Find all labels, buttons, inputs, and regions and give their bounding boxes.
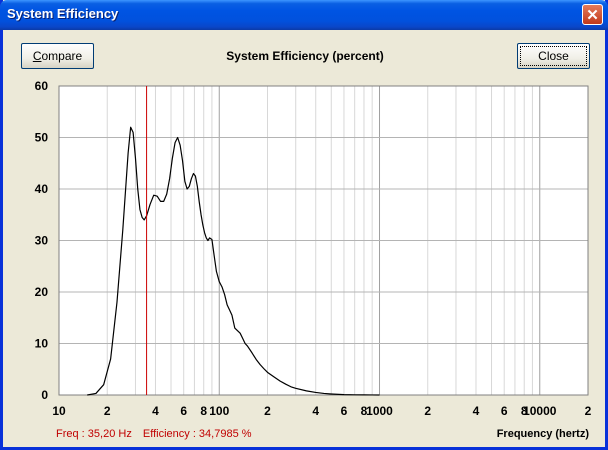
compare-label-rest: ompare (41, 49, 83, 63)
plot-frame (58, 85, 589, 396)
x-tick-label: 2 (104, 404, 111, 418)
compare-label-mnemonic: C (32, 49, 42, 63)
x-tick-label: 4 (152, 404, 159, 418)
x-tick-label: 2 (264, 404, 271, 418)
x-tick-label: 2 (424, 404, 431, 418)
x-tick-label: 6 (341, 404, 348, 418)
x-tick-label: 2 (585, 404, 592, 418)
chart-title: System Efficiency (percent) (226, 49, 384, 63)
y-tick-label: 60 (35, 79, 49, 93)
window-title: System Efficiency (7, 6, 119, 21)
x-tick-label: 6 (501, 404, 508, 418)
x-tick-label: 4 (312, 404, 319, 418)
y-tick-label: 20 (35, 285, 49, 299)
x-tick-label: 10000 (523, 404, 557, 418)
cursor-readout: Freq : 35,20 Hz Efficiency : 34,7985 % (56, 428, 252, 440)
efficiency-readout: Efficiency : 34,7985 % (142, 428, 252, 440)
y-tick-label: 50 (35, 131, 49, 145)
y-tick-label: 10 (35, 337, 49, 351)
x-tick-label: 8 (521, 404, 528, 418)
x-tick-label: 6 (180, 404, 187, 418)
close-window-icon[interactable]: ✕ (582, 4, 603, 25)
freq-readout: Freq : 35,20 Hz (56, 428, 132, 440)
x-axis-label: Frequency (hertz) (497, 428, 590, 440)
y-tick-label: 40 (35, 182, 49, 196)
y-tick-label: 30 (35, 234, 49, 248)
efficiency-curve (87, 126, 380, 396)
x-tick-label: 4 (473, 404, 480, 418)
x-tick-label: 10 (52, 404, 66, 418)
y-tick-label: 0 (41, 388, 48, 402)
x-tick-label: 1000 (366, 404, 393, 418)
x-tick-label: 8 (200, 404, 207, 418)
x-tick-label: 8 (361, 404, 368, 418)
x-tick-label: 100 (209, 404, 229, 418)
close-button[interactable]: Close (517, 43, 590, 69)
title-bar[interactable]: System Efficiency ✕ (0, 0, 608, 30)
